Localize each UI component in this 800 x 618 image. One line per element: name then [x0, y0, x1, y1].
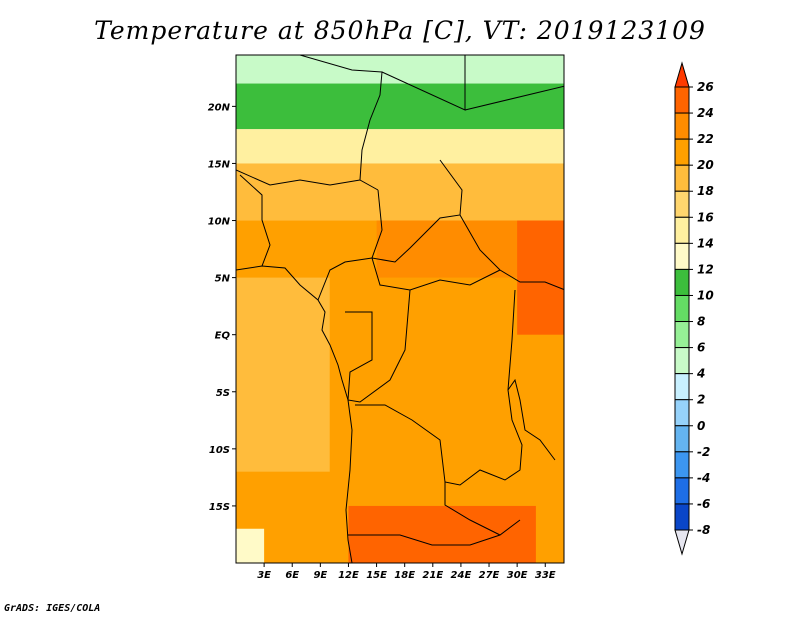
border-egypt-sudan — [464, 85, 564, 111]
field-patch-3 — [236, 163, 564, 221]
x-tick-label: 24E — [451, 570, 472, 581]
colorbar-label: 2 — [697, 393, 705, 407]
colorbar-label: 26 — [697, 80, 714, 94]
x-tick-label: 18E — [394, 570, 415, 581]
colorbar-bottom-arrow — [674, 529, 690, 556]
x-tick-label: 15E — [366, 570, 387, 581]
y-axis: 20N 15N 10N 5N EQ 5S 10S 15S — [208, 102, 236, 513]
colorbar-label: 14 — [697, 236, 714, 250]
colorbar-band — [674, 268, 690, 296]
colorbar-band — [674, 451, 690, 479]
map-frame — [235, 54, 565, 564]
field-patch-8 — [348, 505, 536, 563]
y-tick-label: 5S — [216, 388, 230, 399]
colorbar-band — [674, 321, 690, 349]
coastline — [236, 265, 353, 563]
x-tick-label: 3E — [257, 570, 271, 581]
y-tick-label: 20N — [208, 102, 231, 113]
colorbar-band — [674, 190, 690, 218]
colorbar-band — [674, 347, 690, 375]
colorbar-label: 24 — [697, 106, 714, 120]
colorbar-label: 16 — [697, 210, 714, 224]
colorbar-band — [674, 477, 690, 505]
chart-title: Temperature at 850hPa [C], VT: 201912310… — [94, 16, 706, 45]
field-patch-1 — [236, 83, 564, 130]
colorbar-band — [674, 86, 690, 114]
x-tick-label: 30E — [507, 570, 528, 581]
colorbar-band — [674, 399, 690, 427]
border-mali-niger — [236, 169, 361, 186]
colorbar-band — [674, 112, 690, 140]
colorbar-label: 6 — [697, 341, 705, 355]
y-tick-label: 15S — [209, 502, 230, 513]
field-patch-7 — [236, 277, 330, 472]
field-patch-6 — [517, 220, 564, 335]
border-chad — [371, 159, 463, 263]
colorbar-band — [674, 242, 690, 270]
y-tick-label: 15N — [208, 159, 231, 170]
border-north — [299, 55, 383, 191]
field-patch-2 — [236, 129, 564, 164]
x-tick-label: 12E — [338, 570, 359, 581]
footer-credit: GrADS: IGES/COLA — [4, 603, 101, 614]
colorbar-band — [674, 138, 690, 166]
border-sudan — [459, 214, 564, 291]
border-drc-east — [355, 289, 523, 486]
x-tick-label: 9E — [313, 570, 327, 581]
border-angola-south — [348, 519, 521, 546]
colorbar-band — [674, 216, 690, 244]
border-cameroon — [317, 257, 373, 301]
y-tick-label: 10S — [209, 445, 230, 456]
border-congo — [345, 289, 411, 403]
y-tick-label: 10N — [208, 217, 231, 228]
colorbar-label: 4 — [696, 367, 705, 381]
colorbar-label: 10 — [697, 288, 714, 302]
border-zambia — [444, 482, 501, 536]
colorbar-band — [674, 164, 690, 192]
colorbar-label: 0 — [697, 419, 705, 433]
border-car — [371, 257, 501, 291]
colorbar-label: 18 — [697, 184, 714, 198]
y-tick-label: 5N — [215, 274, 231, 285]
colorbar-band — [674, 294, 690, 323]
x-axis: 3E 6E 9E 12E 15E 18E 21E 24E 27E 30E 33E — [257, 563, 556, 581]
colorbar-label: -4 — [697, 471, 710, 485]
temperature-field — [236, 55, 564, 563]
x-tick-label: 6E — [285, 570, 299, 581]
colorbar-top-arrow — [674, 61, 690, 88]
colorbar-label: -2 — [697, 445, 710, 459]
colorbar-band — [674, 425, 690, 453]
border-west-lines — [239, 174, 271, 267]
x-tick-label: 27E — [479, 570, 500, 581]
x-tick-label: 21E — [422, 570, 443, 581]
colorbar-label: 22 — [697, 132, 714, 146]
colorbar-label: 8 — [697, 315, 705, 329]
field-patch-0 — [236, 55, 564, 84]
border-lake-east — [507, 378, 556, 461]
colorbar-label: -6 — [697, 497, 710, 511]
colorbar-band — [674, 373, 690, 401]
colorbar-label: 20 — [697, 158, 714, 172]
colorbar-label: 12 — [697, 262, 714, 276]
colorbar-band — [674, 503, 690, 531]
x-tick-label: 33E — [535, 570, 556, 581]
country-borders — [236, 55, 564, 563]
field-patch-9 — [236, 528, 265, 563]
y-tick-label: EQ — [215, 331, 231, 342]
colorbar-label: -8 — [697, 523, 710, 537]
